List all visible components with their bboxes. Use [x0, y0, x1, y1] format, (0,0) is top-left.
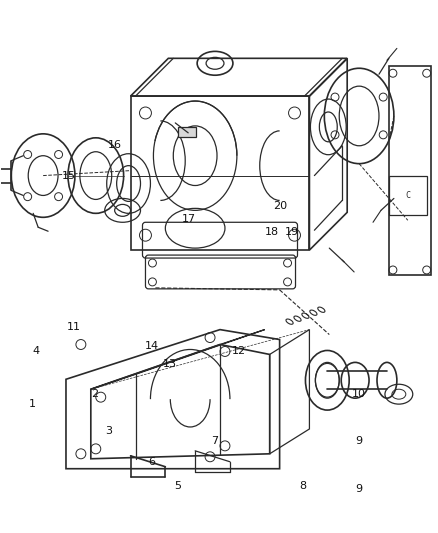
- Text: 17: 17: [181, 214, 196, 224]
- Text: 9: 9: [355, 437, 362, 446]
- Text: 9: 9: [355, 484, 362, 494]
- Text: 19: 19: [284, 227, 298, 237]
- Text: 14: 14: [145, 341, 159, 351]
- Bar: [388, 66, 430, 275]
- Text: 13: 13: [162, 359, 176, 369]
- Text: 8: 8: [298, 481, 305, 491]
- Text: 6: 6: [148, 457, 155, 467]
- Bar: [178, 127, 196, 137]
- Text: 20: 20: [273, 200, 287, 211]
- Text: 11: 11: [66, 322, 80, 333]
- Text: 10: 10: [351, 389, 365, 399]
- Text: 3: 3: [105, 426, 112, 435]
- Text: 16: 16: [108, 140, 121, 150]
- Bar: [388, 175, 426, 215]
- Text: 18: 18: [264, 227, 278, 237]
- Text: C: C: [404, 191, 410, 200]
- Text: 7: 7: [211, 437, 218, 446]
- Text: 15: 15: [62, 172, 76, 181]
- Text: 1: 1: [28, 399, 35, 409]
- Text: 2: 2: [92, 389, 99, 399]
- Text: 12: 12: [232, 346, 246, 356]
- Text: 4: 4: [33, 346, 40, 356]
- Text: 5: 5: [174, 481, 181, 491]
